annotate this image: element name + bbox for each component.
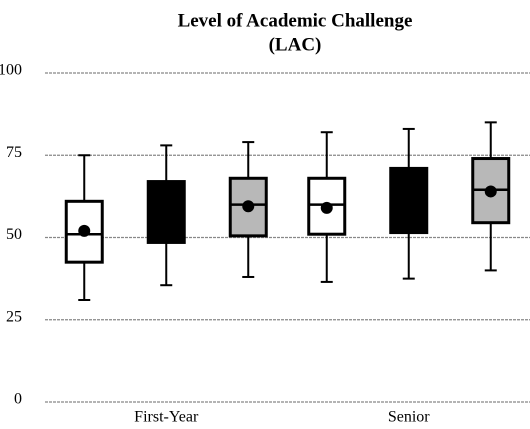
x-tick-label: Senior: [388, 409, 430, 426]
y-tick-label: 75: [6, 144, 22, 161]
chart-title: Level of Academic Challenge: [178, 10, 413, 31]
chart-subtitle: (LAC): [269, 34, 322, 55]
y-tick-label: 0: [14, 391, 22, 408]
box: [389, 166, 429, 235]
y-tick-label: 100: [0, 62, 22, 79]
box: [146, 180, 186, 244]
x-tick-label: First-Year: [134, 409, 199, 426]
mean: [484, 185, 497, 198]
mean: [242, 200, 255, 213]
y-tick-label: 50: [6, 226, 22, 243]
mean: [320, 201, 333, 214]
mean: [78, 224, 91, 237]
y-tick-label: 25: [6, 308, 22, 325]
